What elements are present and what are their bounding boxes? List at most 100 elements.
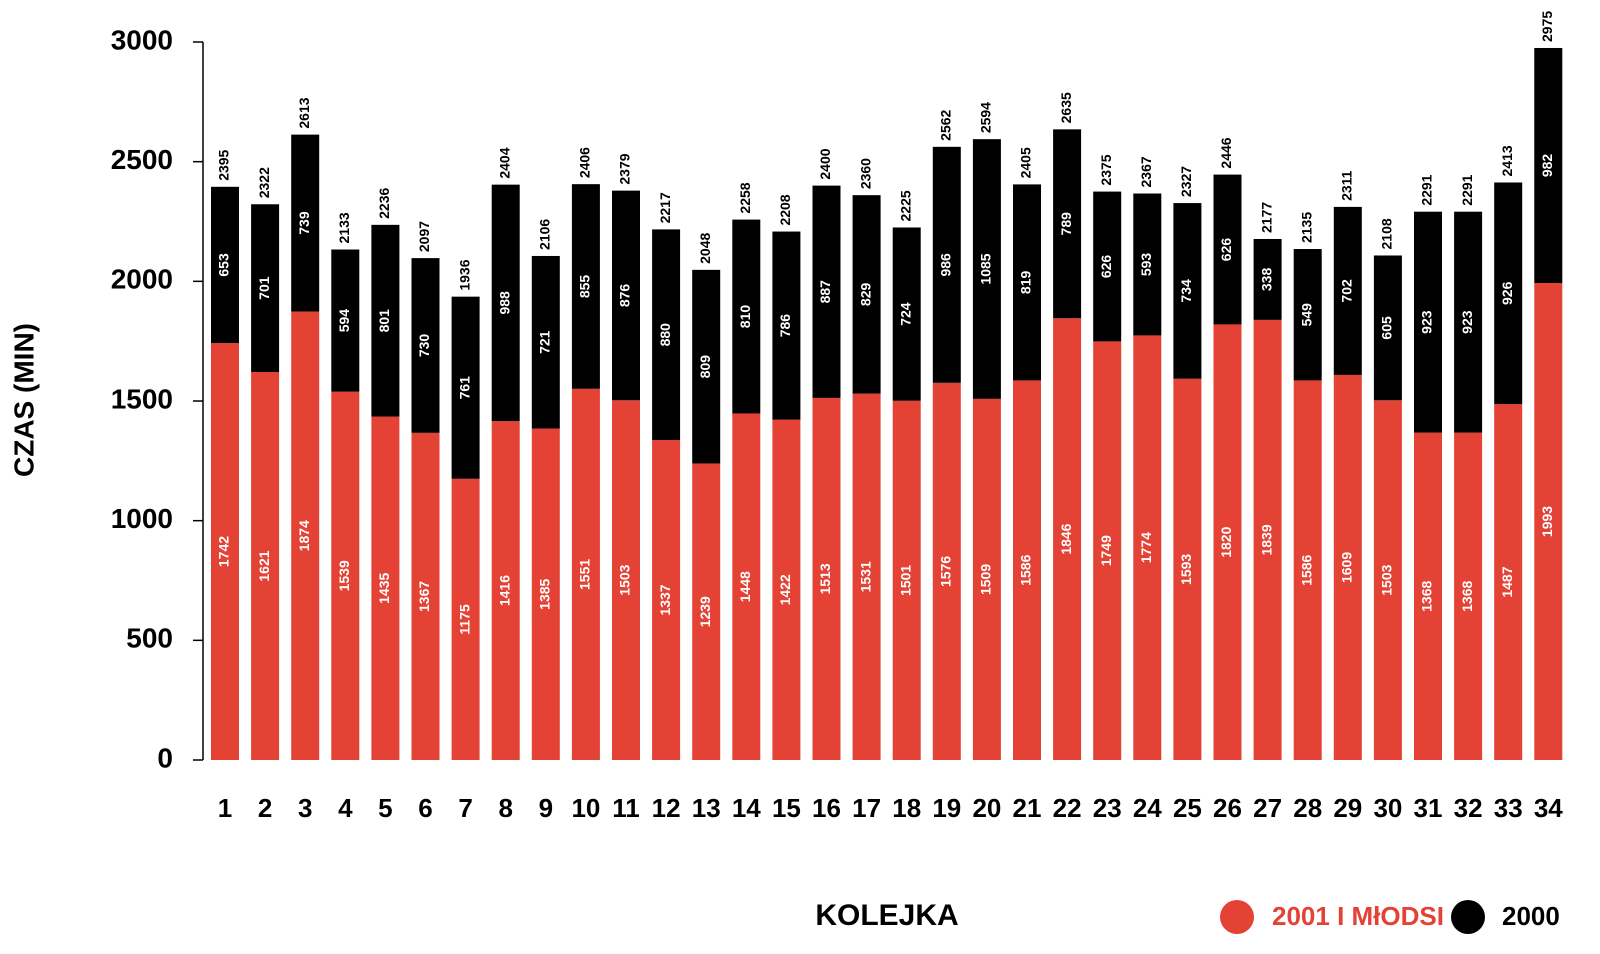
value-label: 1422	[777, 574, 793, 605]
bar-segment	[1173, 203, 1202, 379]
bar-segment	[612, 400, 640, 760]
value-label: 549	[1298, 303, 1314, 327]
bar-segment	[1454, 211, 1483, 433]
total-label: 2133	[336, 212, 352, 243]
bar-segment	[1173, 378, 1202, 760]
value-label: 829	[857, 282, 873, 306]
x-tick-label: 9	[539, 793, 553, 823]
bar-segment	[812, 397, 841, 760]
value-label: 761	[456, 376, 472, 400]
total-label: 2291	[1419, 174, 1435, 205]
bar-segment	[1414, 432, 1442, 760]
x-tick-label: 7	[458, 793, 472, 823]
bar-segment	[812, 185, 841, 398]
value-label: 1846	[1058, 523, 1074, 554]
bar-segment	[571, 184, 600, 389]
bar-segment	[1454, 432, 1483, 760]
total-label: 1936	[456, 259, 472, 290]
x-tick-label: 22	[1053, 793, 1082, 823]
value-label: 1621	[256, 550, 272, 581]
y-tick-label: 0	[157, 742, 173, 773]
value-label: 801	[376, 309, 392, 333]
total-label: 2177	[1258, 202, 1274, 233]
bar-segment	[972, 398, 1001, 760]
value-label: 593	[1138, 253, 1154, 277]
total-label: 2106	[537, 219, 553, 250]
bar-segment	[652, 229, 681, 441]
x-tick-label: 26	[1213, 793, 1242, 823]
bar-segment	[892, 400, 921, 760]
value-label: 1539	[336, 560, 352, 591]
bar-segment	[1333, 374, 1362, 760]
bar-segment	[1133, 335, 1162, 760]
bar-segment	[1213, 174, 1242, 325]
x-tick-label: 12	[652, 793, 681, 823]
total-label: 2258	[737, 182, 753, 213]
total-label: 2594	[978, 102, 994, 133]
bar-segment	[251, 372, 280, 760]
value-label: 1367	[416, 581, 432, 612]
value-label: 1416	[496, 575, 512, 606]
bar-segment	[331, 391, 360, 760]
value-label: 1586	[1018, 554, 1034, 585]
value-label: 1774	[1138, 532, 1154, 563]
value-label: 1085	[978, 253, 994, 284]
x-tick-label: 8	[498, 793, 512, 823]
value-label: 819	[1018, 271, 1034, 295]
x-tick-label: 15	[772, 793, 801, 823]
total-label: 2379	[617, 153, 633, 184]
y-tick-label: 3000	[111, 24, 173, 55]
bar-segment	[531, 255, 560, 429]
value-label: 809	[697, 355, 713, 379]
value-label: 1742	[216, 536, 232, 567]
value-label: 626	[1098, 255, 1114, 279]
total-label: 2400	[817, 148, 833, 179]
bar-segment	[1013, 380, 1041, 760]
value-label: 702	[1339, 279, 1355, 303]
value-label: 1175	[456, 604, 472, 635]
value-label: 1503	[617, 564, 633, 595]
value-label: 923	[1459, 310, 1475, 334]
total-label: 2404	[496, 147, 512, 178]
bar-segment	[1494, 404, 1523, 760]
total-label: 2327	[1178, 166, 1194, 197]
value-label: 605	[1379, 316, 1395, 340]
bar-segment	[972, 139, 1001, 399]
total-label: 2208	[777, 194, 793, 225]
total-label: 2446	[1218, 137, 1234, 168]
value-label: 721	[537, 330, 553, 354]
bar-segment	[732, 219, 761, 414]
bar-segment	[732, 413, 761, 760]
total-label: 2291	[1459, 174, 1475, 205]
bar-segment	[451, 296, 480, 479]
total-label: 2311	[1339, 170, 1355, 201]
x-tick-label: 5	[378, 793, 392, 823]
bar-segment	[1253, 238, 1282, 320]
x-tick-label: 24	[1133, 793, 1162, 823]
bar-segment	[291, 311, 320, 760]
value-label: 338	[1258, 268, 1274, 292]
x-tick-label: 13	[692, 793, 721, 823]
value-label: 1503	[1379, 564, 1395, 595]
value-label: 594	[336, 309, 352, 333]
value-label: 810	[737, 305, 753, 329]
bar-segment	[491, 184, 520, 422]
bar-segment	[251, 204, 280, 373]
value-label: 739	[296, 211, 312, 235]
x-tick-label: 10	[571, 793, 600, 823]
value-label: 1487	[1499, 566, 1515, 597]
y-tick-label: 2000	[111, 264, 173, 295]
total-label: 2635	[1058, 92, 1074, 123]
x-tick-label: 23	[1093, 793, 1122, 823]
value-label: 887	[817, 280, 833, 304]
x-tick-label: 1	[218, 793, 232, 823]
bar-segment	[1293, 380, 1322, 760]
bar-segment	[411, 432, 440, 760]
value-label: 626	[1218, 238, 1234, 262]
total-label: 2413	[1499, 145, 1515, 176]
y-tick-label: 500	[126, 623, 173, 654]
value-label: 923	[1419, 310, 1435, 334]
total-label: 2367	[1138, 156, 1154, 187]
value-label: 1993	[1539, 506, 1555, 537]
bar-segment	[1013, 184, 1041, 381]
